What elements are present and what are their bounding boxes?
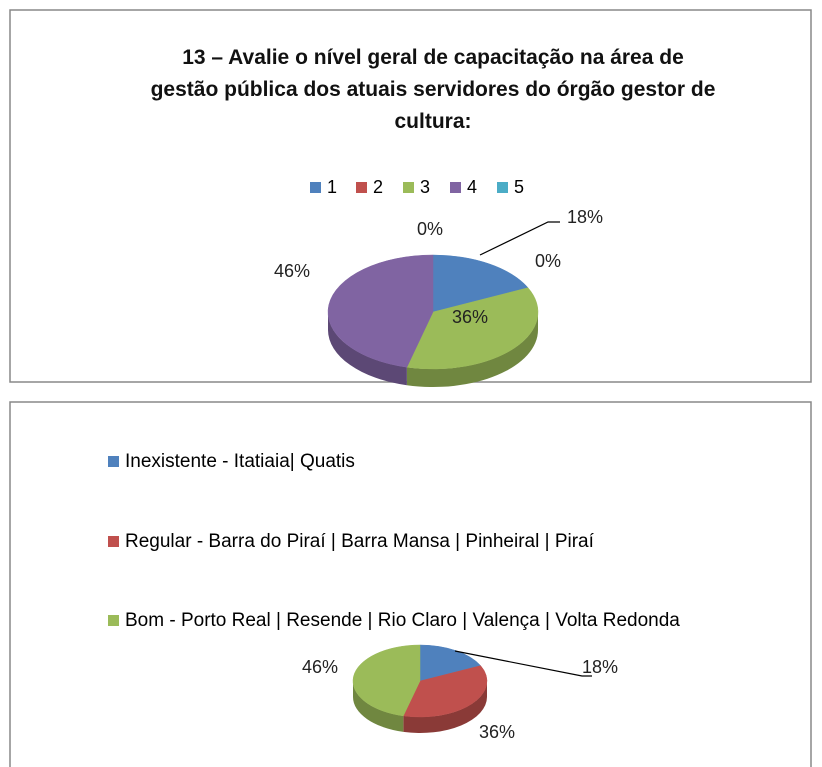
data-label: 18%: [567, 207, 603, 227]
data-label: 46%: [274, 261, 310, 281]
data-label: 36%: [479, 722, 515, 742]
legend-label: 3: [420, 177, 431, 197]
legend-label: 2: [373, 177, 384, 197]
chart-title: 13 – Avalie o nível geral de capacitação…: [150, 46, 716, 133]
chart-frame: [9, 401, 812, 767]
legend-item: Inexistente - Itatiaia| Quatis: [108, 446, 758, 478]
data-label: 18%: [582, 657, 618, 677]
pie-slice: [402, 665, 488, 718]
data-label: 0%: [417, 219, 443, 239]
legend-swatch: [450, 182, 461, 193]
data-label: 36%: [452, 307, 488, 327]
legend-item: Bom - Porto Real | Resende | Rio Claro |…: [108, 605, 758, 637]
slice-side: [353, 681, 404, 732]
slice-side: [406, 312, 538, 387]
pie-slice: [352, 644, 421, 717]
legend-swatch: [497, 182, 508, 193]
legend-swatch: [310, 182, 321, 193]
legend-label: Bom - Porto Real | Resende | Rio Claro |…: [125, 610, 680, 631]
legend-swatch: [403, 182, 414, 193]
slice-side: [328, 312, 407, 386]
pie-slice: [406, 287, 539, 370]
legend-item: 5: [497, 177, 524, 198]
legend-swatch: [356, 182, 367, 193]
legend-label: 5: [514, 177, 525, 197]
data-label: 0%: [535, 251, 561, 271]
legend-item: 3: [403, 177, 430, 198]
legend-item: 4: [450, 177, 477, 198]
pie-slice: [327, 254, 434, 368]
legend-label: 4: [467, 177, 478, 197]
data-label: 46%: [302, 657, 338, 677]
legend-swatch: [108, 456, 119, 468]
legend-label: Regular - Barra do Piraí | Barra Mansa |…: [125, 531, 594, 552]
legend-item: 1: [310, 177, 337, 198]
leader-line: [479, 221, 560, 256]
slice-side: [403, 681, 487, 733]
legend-swatch: [108, 615, 119, 627]
legend-label: 1: [327, 177, 338, 197]
legend-item: 2: [356, 177, 383, 198]
pie-slice: [432, 254, 529, 313]
legend-label: Inexistente - Itatiaia| Quatis: [125, 451, 355, 472]
legend-item: Regular - Barra do Piraí | Barra Mansa |…: [108, 526, 758, 558]
leader-line: [454, 650, 592, 677]
legend-swatch: [108, 536, 119, 548]
